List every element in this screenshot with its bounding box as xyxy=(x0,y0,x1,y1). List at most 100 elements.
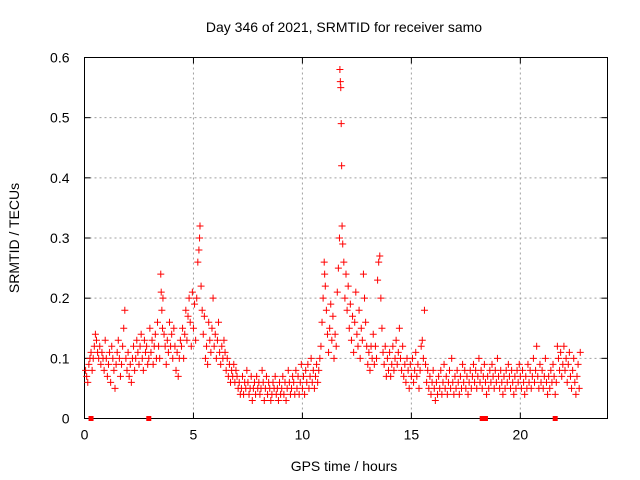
data-point xyxy=(365,348,373,356)
y-axis-label: SRMTID / TECUs xyxy=(6,183,22,293)
data-point xyxy=(406,360,414,368)
data-point xyxy=(215,318,223,326)
data-point xyxy=(527,384,535,392)
data-point xyxy=(515,360,523,368)
data-point xyxy=(100,366,108,374)
data-point xyxy=(118,360,126,368)
data-point xyxy=(204,360,212,368)
data-point xyxy=(369,330,377,338)
data-point xyxy=(313,360,321,368)
data-point xyxy=(218,342,226,350)
data-point xyxy=(400,372,408,380)
data-point xyxy=(185,294,193,302)
data-point xyxy=(572,390,580,398)
data-point xyxy=(301,390,309,398)
data-point xyxy=(322,306,330,314)
data-point xyxy=(338,222,346,230)
data-point xyxy=(563,378,571,386)
data-point xyxy=(374,276,382,284)
x-tick-label: 15 xyxy=(404,427,420,443)
data-point xyxy=(418,336,426,344)
data-point xyxy=(210,342,218,350)
data-point xyxy=(547,366,555,374)
data-point xyxy=(573,372,581,380)
data-point xyxy=(310,384,318,392)
data-point xyxy=(109,354,117,362)
data-point xyxy=(230,360,238,368)
data-point xyxy=(314,378,322,386)
data-point xyxy=(209,294,217,302)
grid-lines xyxy=(84,57,608,419)
data-point xyxy=(193,294,201,302)
data-point xyxy=(493,354,501,362)
data-point xyxy=(510,390,518,398)
data-point xyxy=(536,360,544,368)
data-point xyxy=(319,294,327,302)
data-point xyxy=(154,318,162,326)
data-point xyxy=(282,396,290,404)
data-point xyxy=(358,336,366,344)
data-point xyxy=(446,366,454,374)
data-point xyxy=(448,354,456,362)
data-point xyxy=(570,354,578,362)
data-point xyxy=(553,342,561,350)
data-point xyxy=(302,366,310,374)
data-point xyxy=(245,390,253,398)
data-point xyxy=(174,372,182,380)
data-point xyxy=(413,372,421,380)
data-point xyxy=(432,378,440,386)
data-point xyxy=(455,390,463,398)
data-point xyxy=(85,360,93,368)
data-point xyxy=(143,342,151,350)
y-tick-label: 0.6 xyxy=(50,50,70,66)
data-point xyxy=(402,378,410,386)
data-point xyxy=(296,378,304,386)
data-point xyxy=(297,360,305,368)
data-point xyxy=(469,360,477,368)
data-point xyxy=(101,336,109,344)
y-tick-label: 0.1 xyxy=(50,350,70,366)
data-point xyxy=(459,360,467,368)
data-point xyxy=(442,372,450,380)
data-point xyxy=(399,342,407,350)
data-point xyxy=(127,378,135,386)
gap-marker xyxy=(479,416,485,421)
gap-marker xyxy=(482,416,488,421)
data-point xyxy=(96,342,104,350)
data-point xyxy=(422,360,430,368)
data-point xyxy=(121,306,129,314)
data-point xyxy=(260,396,268,404)
data-point xyxy=(159,294,167,302)
data-point xyxy=(132,354,140,362)
data-point xyxy=(389,342,397,350)
data-point xyxy=(82,366,90,374)
data-point xyxy=(376,252,384,260)
data-point xyxy=(419,354,427,362)
data-point xyxy=(176,336,184,344)
data-point xyxy=(97,360,105,368)
data-point xyxy=(569,366,577,374)
data-point xyxy=(139,366,147,374)
data-point xyxy=(298,384,306,392)
data-point xyxy=(267,396,275,404)
data-point xyxy=(339,240,347,248)
data-point xyxy=(499,390,507,398)
data-point xyxy=(223,354,231,362)
data-point xyxy=(248,396,256,404)
data-point xyxy=(417,342,425,350)
data-point xyxy=(131,366,139,374)
data-point xyxy=(340,258,348,266)
data-point xyxy=(541,354,549,362)
data-point xyxy=(453,366,461,374)
data-point xyxy=(568,384,576,392)
data-point xyxy=(420,306,428,314)
data-point xyxy=(315,366,323,374)
data-point xyxy=(549,360,557,368)
data-points xyxy=(82,66,584,404)
data-point xyxy=(206,336,214,344)
data-point xyxy=(379,348,387,356)
data-point xyxy=(337,84,345,92)
data-point xyxy=(258,366,266,374)
data-point xyxy=(346,300,354,308)
